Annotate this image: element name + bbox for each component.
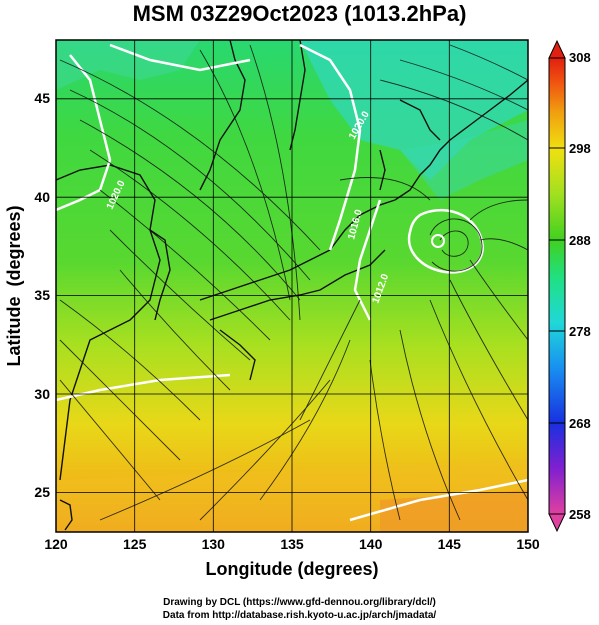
x-tick-label: 120 (44, 536, 68, 552)
y-tick-label: 30 (34, 386, 50, 402)
colorbar-tick-label: 308 (569, 50, 591, 65)
colorbar-tick-label: 258 (569, 507, 591, 522)
cool-patch (400, 120, 528, 200)
x-tick-label: 140 (359, 536, 383, 552)
colorbar: 308 298 288 278 268 258 (548, 39, 591, 533)
x-tick-label: 130 (202, 536, 226, 552)
colorbar-body (548, 57, 566, 515)
cool-patch (300, 40, 528, 180)
x-tick-label: 125 (123, 536, 147, 552)
x-tick-label: 145 (438, 536, 462, 552)
y-tick-label: 45 (34, 90, 50, 106)
footer-credit-drawing: Drawing by DCL (https://www.gfd-dennou.o… (163, 597, 436, 608)
colorbar-tick-label: 298 (569, 141, 591, 156)
x-axis: 120 125 130 135 140 145 150 (44, 536, 540, 552)
grid-lines (56, 40, 528, 532)
y-tick-label: 25 (34, 484, 50, 500)
cool-patch (56, 40, 200, 90)
colorbar-min-arrow (548, 513, 566, 533)
coastlines (56, 40, 528, 531)
plot-frame (55, 39, 529, 533)
streamlines (59, 44, 528, 521)
colorbar-tick-label: 268 (569, 416, 591, 431)
x-tick-label: 135 (280, 536, 304, 552)
footer-credit-data: Data from http://database.rish.kyoto-u.a… (162, 610, 437, 621)
map-title: MSM 03Z29Oct2023 (1013.2hPa) (132, 1, 467, 26)
y-axis: 25 30 35 40 45 (34, 90, 50, 500)
colorbar-max-arrow (548, 39, 566, 59)
y-axis-label: Latitude (degrees) (4, 205, 24, 366)
colorbar-tick-label: 278 (569, 324, 591, 339)
low-pressure-center (431, 234, 445, 248)
colorbar-tick-label: 288 (569, 233, 591, 248)
y-tick-label: 40 (34, 189, 50, 205)
x-axis-label: Longitude (degrees) (205, 559, 378, 579)
x-tick-label: 150 (516, 536, 540, 552)
y-tick-label: 35 (34, 287, 50, 303)
isobars (56, 43, 528, 522)
